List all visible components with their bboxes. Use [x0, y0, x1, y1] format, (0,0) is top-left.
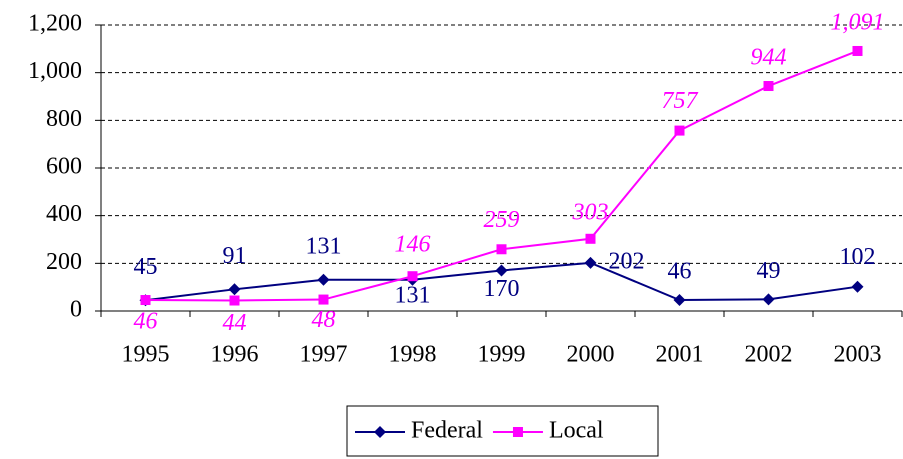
legend-marker — [374, 426, 386, 438]
data-point — [495, 264, 508, 277]
data-label: 44 — [223, 310, 247, 336]
data-point — [407, 271, 418, 282]
data-point — [852, 45, 863, 56]
data-label: 944 — [751, 45, 787, 71]
data-point — [228, 283, 241, 296]
data-point — [317, 273, 330, 286]
x-tick-label: 2003 — [834, 342, 882, 368]
x-tick-label: 1995 — [122, 342, 170, 368]
data-label: 131 — [395, 282, 431, 308]
data-point — [673, 294, 686, 307]
data-label: 303 — [572, 199, 609, 225]
data-label: 1,091 — [831, 9, 885, 35]
x-tick-label: 1999 — [478, 342, 526, 368]
legend-marker — [512, 427, 523, 437]
data-point — [674, 125, 685, 136]
x-tick-label: 2001 — [656, 342, 704, 368]
x-tick-label: 2002 — [745, 342, 793, 368]
data-point — [851, 280, 864, 293]
x-tick-label: 2000 — [567, 342, 615, 368]
data-point — [763, 81, 774, 92]
data-point — [140, 295, 151, 306]
data-point — [762, 293, 775, 306]
y-tick-label: 800 — [46, 106, 82, 132]
data-point — [229, 295, 240, 306]
x-tick-label: 1998 — [389, 342, 437, 368]
legend-label: Local — [549, 418, 604, 444]
data-label: 146 — [395, 232, 431, 258]
data-label: 45 — [134, 254, 158, 280]
data-label: 757 — [662, 88, 699, 114]
data-label: 49 — [757, 258, 781, 284]
x-tick-label: 1997 — [300, 342, 348, 368]
data-point — [496, 244, 507, 255]
data-label: 46 — [134, 309, 158, 335]
data-point — [318, 294, 329, 305]
data-point — [585, 233, 596, 244]
data-label: 202 — [609, 248, 645, 274]
y-tick-label: 1,200 — [28, 11, 82, 37]
y-tick-label: 600 — [46, 154, 82, 180]
data-point — [584, 256, 597, 269]
data-label: 46 — [668, 259, 692, 285]
data-label: 91 — [223, 243, 247, 269]
data-label: 170 — [484, 276, 520, 302]
data-label: 131 — [306, 233, 342, 259]
y-tick-label: 400 — [46, 201, 82, 227]
data-label: 259 — [484, 207, 520, 233]
y-tick-label: 1,000 — [28, 58, 82, 84]
legend-label: Federal — [411, 418, 483, 444]
y-tick-label: 200 — [46, 249, 82, 275]
y-tick-label: 0 — [70, 297, 82, 323]
x-tick-label: 1996 — [211, 342, 259, 368]
data-label: 48 — [312, 307, 336, 333]
data-label: 102 — [840, 244, 876, 270]
